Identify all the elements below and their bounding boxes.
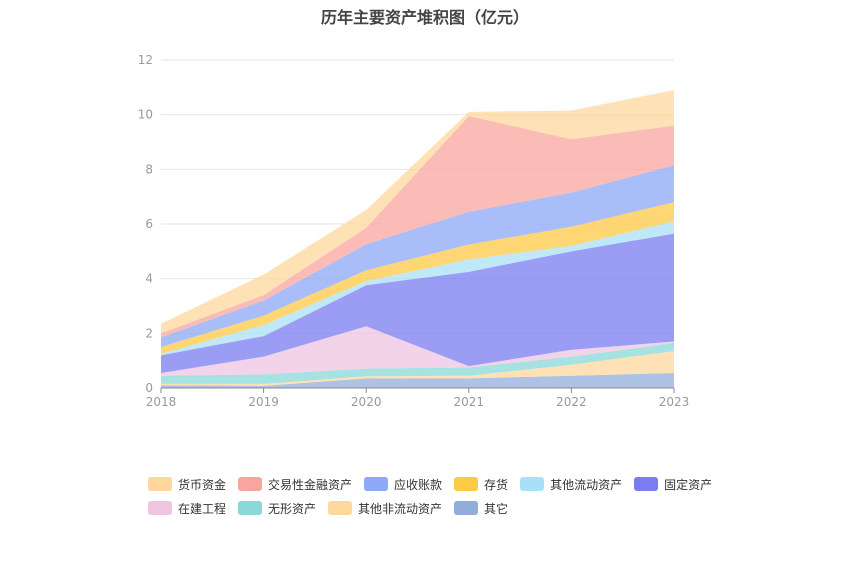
legend-swatch	[520, 477, 545, 491]
legend-item[interactable]: 固定资产	[634, 476, 712, 493]
area-series-8	[161, 116, 674, 338]
area-series-6	[161, 202, 674, 354]
legend-label: 固定资产	[664, 477, 713, 492]
y-tick-label: 10	[138, 108, 153, 122]
area-series-1	[161, 351, 674, 386]
legend-label: 货币资金	[178, 477, 227, 492]
area-series-0	[161, 372, 674, 388]
y-tick-label: 4	[145, 272, 153, 286]
legend-item[interactable]: 无形资产	[238, 500, 316, 517]
legend-row-1: 货币资金 交易性金融资产 应收账款 存货 其他流动资产 固定资产	[148, 472, 728, 496]
legend-swatch	[454, 501, 479, 515]
area-series-2	[161, 342, 674, 384]
y-tick-label: 2	[145, 326, 153, 340]
area-series-5	[161, 221, 674, 356]
legend-swatch	[238, 477, 263, 491]
legend-label: 其它	[484, 501, 509, 516]
x-tick-label: 2021	[454, 395, 485, 409]
legend-row-2: 在建工程 无形资产 其他非流动资产 其它	[148, 496, 728, 520]
legend-label: 无形资产	[268, 501, 317, 516]
y-tick-label: 0	[145, 381, 153, 395]
legend-label: 其他非流动资产	[358, 501, 443, 516]
x-tick-label: 2018	[146, 395, 177, 409]
legend-swatch	[364, 477, 389, 491]
area-series	[161, 90, 674, 388]
legend-swatch	[634, 477, 659, 491]
legend-label: 交易性金融资产	[268, 477, 353, 492]
area-series-4	[161, 233, 674, 373]
area-series-7	[161, 165, 674, 347]
legend-label: 应收账款	[394, 477, 443, 492]
legend-item[interactable]: 其他非流动资产	[328, 500, 442, 517]
x-tick-label: 2023	[659, 395, 690, 409]
legend-label: 在建工程	[178, 501, 227, 516]
y-axis-ticks: 0 2 4 6 8 10 12	[138, 53, 153, 395]
legend-item[interactable]: 应收账款	[364, 476, 442, 493]
y-tick-label: 6	[145, 217, 153, 231]
area-series-9	[161, 90, 674, 334]
legend-item[interactable]: 在建工程	[148, 500, 226, 517]
legend-item[interactable]: 其它	[454, 500, 508, 517]
legend-item[interactable]: 其他流动资产	[520, 476, 622, 493]
legend-item[interactable]: 存货	[454, 476, 508, 493]
area-series-3	[161, 326, 674, 376]
y-tick-label: 12	[138, 53, 153, 67]
legend-label: 存货	[484, 477, 509, 492]
legend-swatch	[148, 477, 172, 491]
legend-swatch	[454, 477, 479, 491]
legend: 货币资金 交易性金融资产 应收账款 存货 其他流动资产 固定资产 在建工程 无形资产 其他非流…	[148, 472, 728, 520]
x-tick-label: 2020	[351, 395, 382, 409]
stacked-area-chart: 2018 2019 2020 2021 2022 2023 0 2 4 6 8 10 12	[138, 53, 690, 409]
legend-swatch	[148, 501, 172, 515]
x-axis: 2018 2019 2020 2021 2022 2023	[146, 387, 690, 409]
x-tick-label: 2019	[248, 395, 279, 409]
legend-item[interactable]: 交易性金融资产	[238, 476, 352, 493]
legend-swatch	[328, 501, 353, 515]
legend-item[interactable]: 货币资金	[148, 476, 226, 493]
legend-swatch	[238, 501, 263, 515]
y-tick-label: 8	[145, 162, 153, 176]
x-tick-label: 2022	[556, 395, 587, 409]
chart-title: 历年主要资产堆积图（亿元）	[320, 8, 529, 27]
legend-label: 其他流动资产	[550, 477, 623, 492]
